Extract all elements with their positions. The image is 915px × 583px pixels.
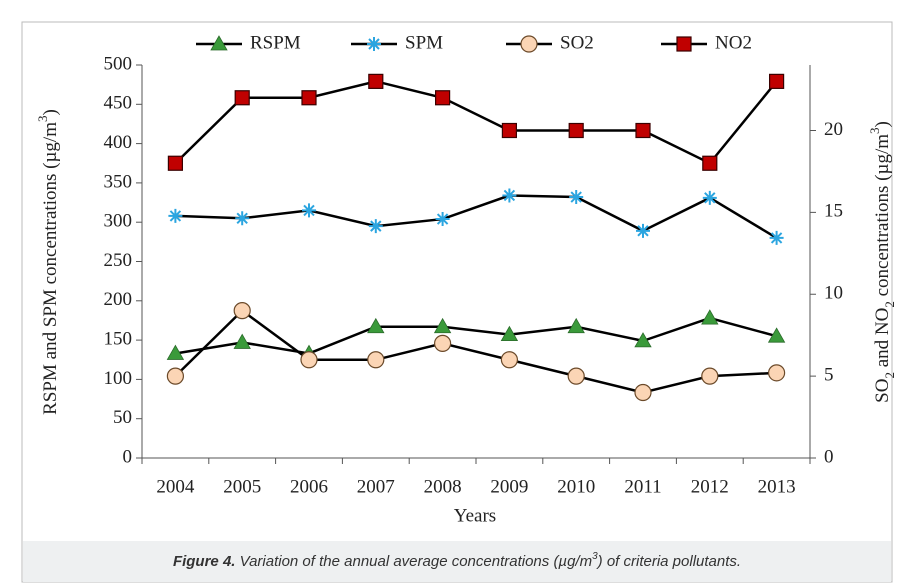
y-tick-label: 200 [104,289,133,310]
x-tick-label: 2008 [424,476,462,497]
y-tick-label: 300 [104,211,133,232]
y2-axis-label-part: 2 [882,372,897,379]
x-tick-label: 2006 [290,476,328,497]
marker [767,327,786,343]
marker [702,190,717,205]
marker [500,351,518,369]
x-tick-label: 2007 [357,476,395,497]
y-axis-label-part: 3 [35,116,50,123]
y-tick-label: 0 [123,446,133,467]
marker [769,230,784,245]
y2-axis-label-part: SO [872,379,893,403]
marker [167,155,183,171]
marker [567,317,585,334]
x-tick-label: 2010 [557,476,595,497]
y-tick-label: 500 [104,53,133,74]
marker [300,351,318,369]
marker [433,317,452,334]
legend-label: SO2 [560,32,594,53]
series-line [175,194,778,239]
y-axis-label-part: ) [40,109,61,115]
x-tick-label: 2004 [156,476,195,497]
legend-marker [676,36,692,52]
y2-axis-label-part: 2 [882,301,897,308]
y2-axis-label-part: ) [872,121,893,127]
marker [569,190,584,205]
series-line [174,80,778,165]
caption: Figure 4. Variation of the annual averag… [173,551,741,570]
y2-tick-label: 20 [824,119,843,140]
marker [768,73,785,89]
marker [367,317,385,334]
marker [502,188,517,203]
x-axis-label: Years [454,505,496,526]
x-tick-label: 2013 [758,476,796,497]
legend-label: RSPM [250,32,301,53]
marker [367,351,385,369]
frame [21,21,893,583]
marker [500,325,519,341]
marker [435,212,450,227]
caption-label: Figure 4. [173,553,236,570]
x-tick-label: 2012 [691,476,729,497]
legend-marker [367,37,381,51]
y-tick-label: 450 [104,93,133,114]
y-tick-label: 400 [104,132,133,153]
y-tick-label: 150 [104,328,133,349]
marker [701,309,719,325]
series-line [174,308,777,394]
y2-tick-label: 5 [824,364,834,385]
marker [166,367,184,385]
x-tick-label: 2011 [624,476,661,497]
legend-label: SPM [405,32,443,53]
x-tick-label: 2005 [223,476,261,497]
marker [434,334,452,352]
legend-marker [520,35,538,53]
marker [368,73,384,89]
marker [235,211,250,226]
marker [301,90,317,106]
y-axis-label: RSPM and SPM concentrations (µg/m3) [35,109,61,415]
y-axis-label-part: RSPM and SPM concentrations (µg/m [40,122,61,415]
marker [635,122,651,139]
marker [636,223,650,238]
legend-marker [210,35,228,51]
marker [634,332,652,348]
y-tick-label: 350 [104,171,133,192]
marker [166,344,185,360]
caption-part: Variation of the annual average concentr… [235,553,592,570]
marker [435,90,451,106]
legend-label: NO2 [715,32,752,53]
marker [568,122,584,139]
marker [701,367,719,385]
y2-tick-label: 0 [824,446,834,467]
y2-axis-label-part: concentrations (µg/m [872,134,893,301]
y-tick-label: 100 [104,368,133,389]
marker [567,367,585,385]
marker [168,208,183,223]
marker [501,122,517,139]
x-tick-label: 2009 [490,476,528,497]
marker [233,302,251,320]
y-tick-label: 50 [113,407,132,428]
series-line [175,316,777,355]
marker [767,364,786,382]
caption-part: 3 [592,551,598,562]
marker [368,219,383,234]
marker [233,333,251,349]
y2-axis-label-part: 3 [867,128,882,135]
marker [302,203,316,218]
y2-axis-label: SO2 and NO2 concentrations (µg/m3) [867,121,897,403]
caption-part: ) of criteria pollutants. [596,553,741,570]
y2-axis-label-part: and NO [872,308,893,372]
y2-tick-label: 15 [824,201,843,222]
y2-tick-label: 10 [824,283,843,304]
y-tick-label: 250 [104,250,133,271]
marker [634,383,652,402]
marker [234,90,250,106]
marker [702,155,718,171]
caption-box [23,541,891,582]
